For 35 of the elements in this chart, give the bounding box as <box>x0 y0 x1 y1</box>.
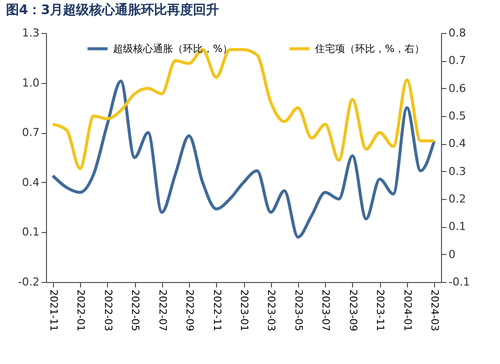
y-tick-label: 1.0 <box>22 76 40 90</box>
y2-tick-label: 0.5 <box>448 110 466 122</box>
x-tick-label: 2023-11 <box>374 290 386 332</box>
y2-tick-label: 0.8 <box>448 26 466 40</box>
x-tick-label: 2023-01 <box>238 290 249 332</box>
y2-tick-label: 0.6 <box>448 82 466 95</box>
x-tick-label: 2024-03 <box>428 290 440 332</box>
line-series <box>51 80 436 239</box>
y2-tick-label: 0.1 <box>448 220 466 234</box>
x-tick-label: 2023-07 <box>320 290 331 332</box>
x-tick-label: 2022-01 <box>74 290 86 332</box>
legend-label: 住宅项（环比，%，右） <box>315 42 425 55</box>
x-tick-label: 2023-03 <box>265 290 276 332</box>
y2-tick-label: 0.3 <box>448 164 466 178</box>
y2-tick-label: 0.7 <box>448 54 466 68</box>
x-tick-label: 2024-01 <box>401 290 412 332</box>
y-tick-label: -0.2 <box>18 276 40 288</box>
x-tick-label: 2023-05 <box>292 290 304 332</box>
x-tick-label: 2022-05 <box>129 290 140 332</box>
y2-tick-label: -0.1 <box>448 276 470 288</box>
y-tick-label: 0.1 <box>22 226 40 239</box>
x-tick-label: 2022-09 <box>184 290 195 332</box>
x-tick-label: 2022-11 <box>210 290 222 332</box>
y2-tick-label: 0.2 <box>448 192 466 206</box>
x-tick-label: 2021-11 <box>47 290 58 332</box>
y2-tick-label: 0 <box>448 248 456 261</box>
legend-label: 超级核心通胀（环比，%） <box>113 42 233 55</box>
y-tick-label: 0.4 <box>22 176 40 189</box>
x-tick-label: 2022-07 <box>156 290 168 332</box>
y-tick-label: 0.7 <box>22 126 40 140</box>
x-tick-label: 2022-03 <box>102 290 113 332</box>
y2-tick-label: 0.4 <box>448 137 466 150</box>
x-tick-label: 2023-09 <box>346 290 358 332</box>
y-tick-label: 1.3 <box>22 26 40 40</box>
chart-title: 图4：3月超级核心通胀环比再度回升 <box>6 2 220 18</box>
